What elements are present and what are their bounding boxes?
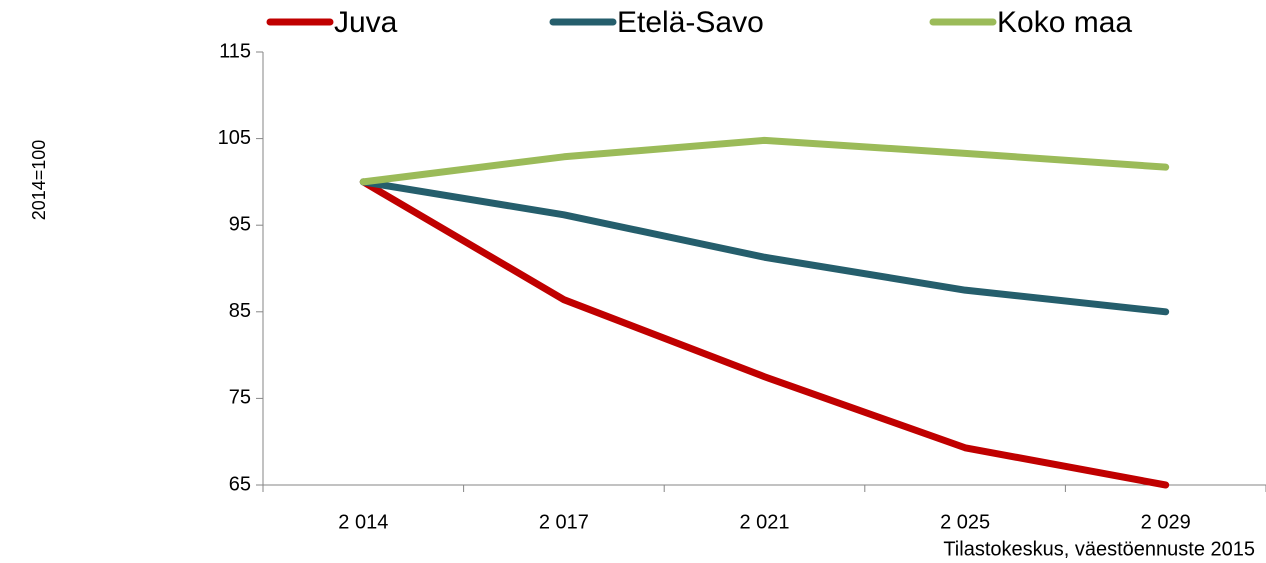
x-tick-label: 2 014 <box>338 511 388 533</box>
y-tick-label: 115 <box>219 40 251 62</box>
x-tick-label: 2 017 <box>539 511 589 533</box>
y-tick-label: 65 <box>229 473 251 495</box>
y-axis-label: 2014=100 <box>29 140 49 221</box>
legend-label: Koko maa <box>997 6 1132 39</box>
series-line <box>359 136 1170 186</box>
x-tick-label: 2 025 <box>940 511 990 533</box>
legend-label: Etelä-Savo <box>617 6 764 39</box>
source-note: Tilastokeskus, väestöennuste 2015 <box>943 538 1255 560</box>
y-tick-label: 95 <box>229 213 251 235</box>
y-tick-label: 105 <box>218 127 251 149</box>
x-tick-label: 2 029 <box>1141 511 1191 533</box>
series-line <box>359 178 1170 489</box>
legend-label: Juva <box>334 6 398 39</box>
x-tick-label: 2 021 <box>739 511 789 533</box>
series-line <box>359 178 1170 316</box>
y-tick-label: 75 <box>229 387 251 409</box>
y-tick-label: 85 <box>229 300 251 322</box>
